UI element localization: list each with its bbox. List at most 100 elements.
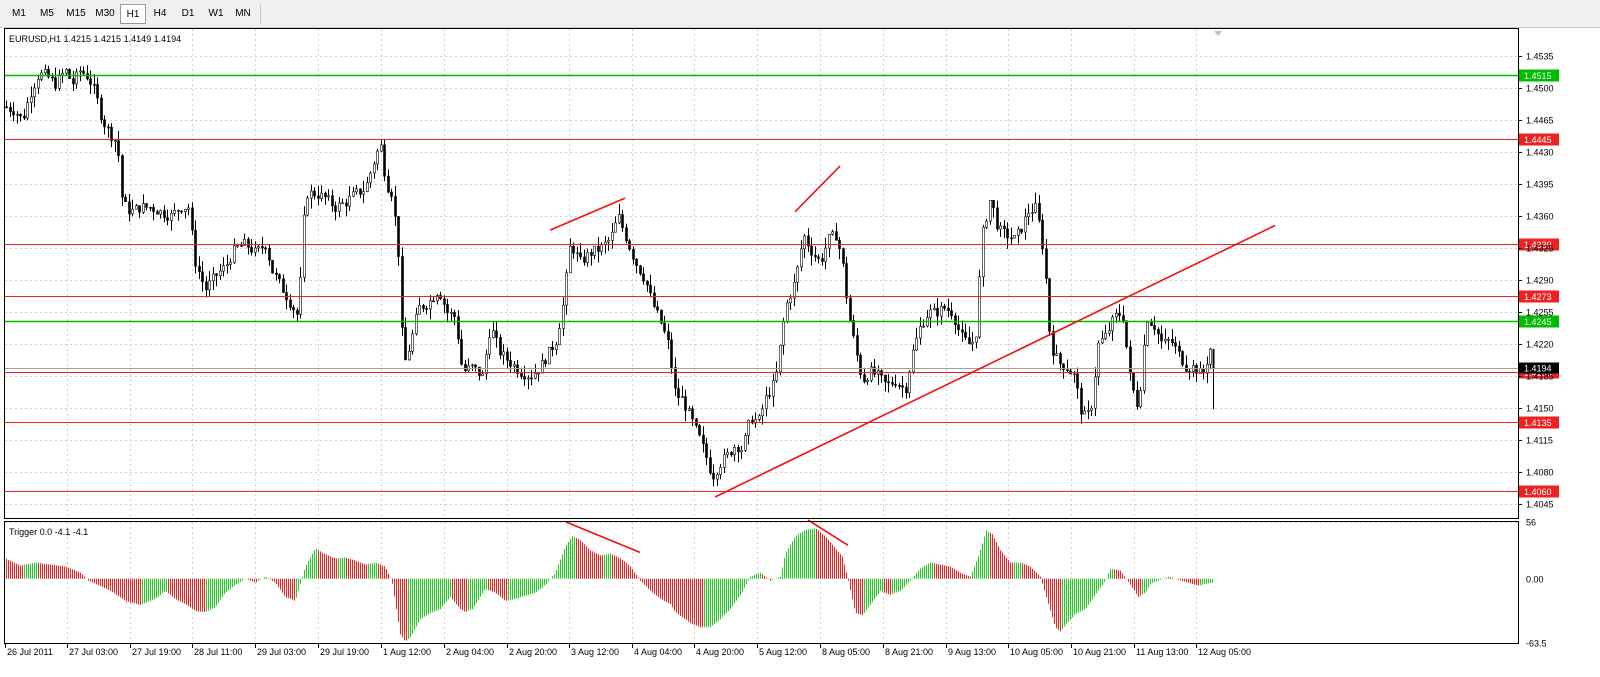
timeframe-button-m30[interactable]: M30 bbox=[95, 8, 115, 19]
candle bbox=[229, 258, 232, 270]
candle bbox=[145, 203, 148, 211]
timeframe-button-h1[interactable]: H1 bbox=[120, 4, 146, 24]
candle bbox=[674, 357, 677, 397]
candle bbox=[208, 270, 211, 296]
candle bbox=[1003, 220, 1006, 238]
candle bbox=[698, 423, 701, 437]
price-trendline[interactable] bbox=[794, 165, 841, 213]
candle bbox=[1013, 235, 1016, 239]
candle bbox=[803, 233, 806, 259]
candle bbox=[411, 329, 414, 355]
level-price-label: 1.4135 bbox=[1524, 418, 1552, 428]
candle bbox=[1143, 334, 1146, 394]
time-axis-label: 27 Jul 19:00 bbox=[132, 647, 181, 657]
candle bbox=[506, 347, 509, 370]
timeframe-button-m1[interactable]: M1 bbox=[12, 8, 26, 19]
indicator-trendline[interactable] bbox=[807, 519, 849, 546]
candle bbox=[978, 269, 981, 339]
candle bbox=[681, 385, 684, 399]
candle bbox=[460, 329, 463, 366]
candle bbox=[1174, 336, 1177, 354]
candle bbox=[621, 209, 624, 232]
candle bbox=[446, 298, 449, 323]
candle bbox=[1017, 226, 1020, 244]
candle bbox=[786, 299, 789, 324]
candle bbox=[1041, 213, 1044, 255]
timeframe-button-m15[interactable]: M15 bbox=[66, 8, 86, 19]
candle bbox=[982, 224, 985, 287]
timeframe-button-h4[interactable]: H4 bbox=[153, 8, 167, 19]
candle bbox=[768, 387, 771, 400]
timeframe-button-w1[interactable]: W1 bbox=[208, 8, 224, 19]
candle bbox=[1129, 340, 1132, 381]
candle bbox=[996, 200, 999, 232]
timeframe-button-mn[interactable]: MN bbox=[235, 8, 251, 19]
candle bbox=[138, 205, 141, 219]
candle bbox=[807, 228, 810, 252]
level-price-tag bbox=[1519, 69, 1559, 82]
candle bbox=[404, 317, 407, 361]
candle bbox=[1118, 304, 1121, 322]
current-price-tag bbox=[1519, 362, 1559, 374]
candle bbox=[450, 308, 453, 321]
candle bbox=[999, 221, 1002, 237]
candle bbox=[544, 358, 547, 368]
candle bbox=[821, 253, 824, 266]
price-trendline[interactable] bbox=[549, 197, 626, 231]
candle bbox=[362, 180, 365, 204]
candle bbox=[905, 382, 908, 399]
chart-shift-marker[interactable] bbox=[1214, 31, 1222, 36]
candle bbox=[103, 115, 106, 135]
candle bbox=[1055, 344, 1058, 357]
time-axis-label: 5 Aug 12:00 bbox=[759, 647, 807, 657]
candle bbox=[642, 267, 645, 285]
candle bbox=[271, 259, 274, 274]
candle bbox=[964, 323, 967, 341]
candle bbox=[957, 315, 960, 337]
candle bbox=[72, 71, 75, 92]
candle bbox=[537, 372, 540, 382]
candle bbox=[719, 463, 722, 480]
candle bbox=[481, 370, 484, 376]
candle bbox=[163, 205, 166, 223]
candle bbox=[485, 349, 488, 380]
candle bbox=[68, 68, 71, 80]
level-price-label: 1.4060 bbox=[1524, 487, 1552, 497]
candle bbox=[789, 294, 792, 310]
indicator-trendline[interactable] bbox=[565, 521, 641, 554]
timeframe-button-d1[interactable]: D1 bbox=[181, 8, 195, 19]
candle bbox=[859, 352, 862, 379]
candle bbox=[331, 189, 334, 213]
candle bbox=[992, 199, 995, 218]
axis-labels: 1.4535 1.4500 1.4465 1.4430 1.4395 1.4360 1.43… bbox=[5, 52, 1554, 657]
candle bbox=[327, 189, 330, 201]
candle bbox=[1181, 350, 1184, 367]
candle bbox=[1157, 327, 1160, 345]
candle bbox=[779, 344, 782, 376]
candle bbox=[712, 464, 715, 487]
price-trendline[interactable] bbox=[714, 224, 1276, 498]
candle bbox=[534, 364, 537, 380]
candle bbox=[397, 216, 400, 266]
price-chart-window[interactable]: 1.45151.44451.43301.42731.42451.41901.41… bbox=[0, 28, 1600, 677]
candle bbox=[614, 216, 617, 233]
candle bbox=[37, 74, 40, 95]
candle bbox=[1122, 305, 1125, 324]
candle bbox=[44, 64, 47, 76]
timeframe-button-m5[interactable]: M5 bbox=[40, 8, 54, 19]
candle bbox=[894, 374, 897, 388]
candle bbox=[488, 329, 491, 360]
candle bbox=[1080, 383, 1083, 424]
candle bbox=[390, 188, 393, 202]
candle bbox=[299, 267, 302, 319]
candle bbox=[1146, 320, 1149, 347]
indicator-pane-border bbox=[4, 521, 1519, 644]
candle bbox=[233, 238, 236, 265]
level-price-tag bbox=[1519, 315, 1559, 328]
candle bbox=[334, 201, 337, 221]
candle bbox=[19, 113, 22, 122]
candle bbox=[128, 193, 131, 222]
toolbar-separator bbox=[260, 4, 261, 24]
price-axis-label: 1.4045 bbox=[1526, 500, 1554, 510]
horizontal-levels: 1.45151.44451.43301.42731.42451.41901.41… bbox=[5, 69, 1559, 498]
